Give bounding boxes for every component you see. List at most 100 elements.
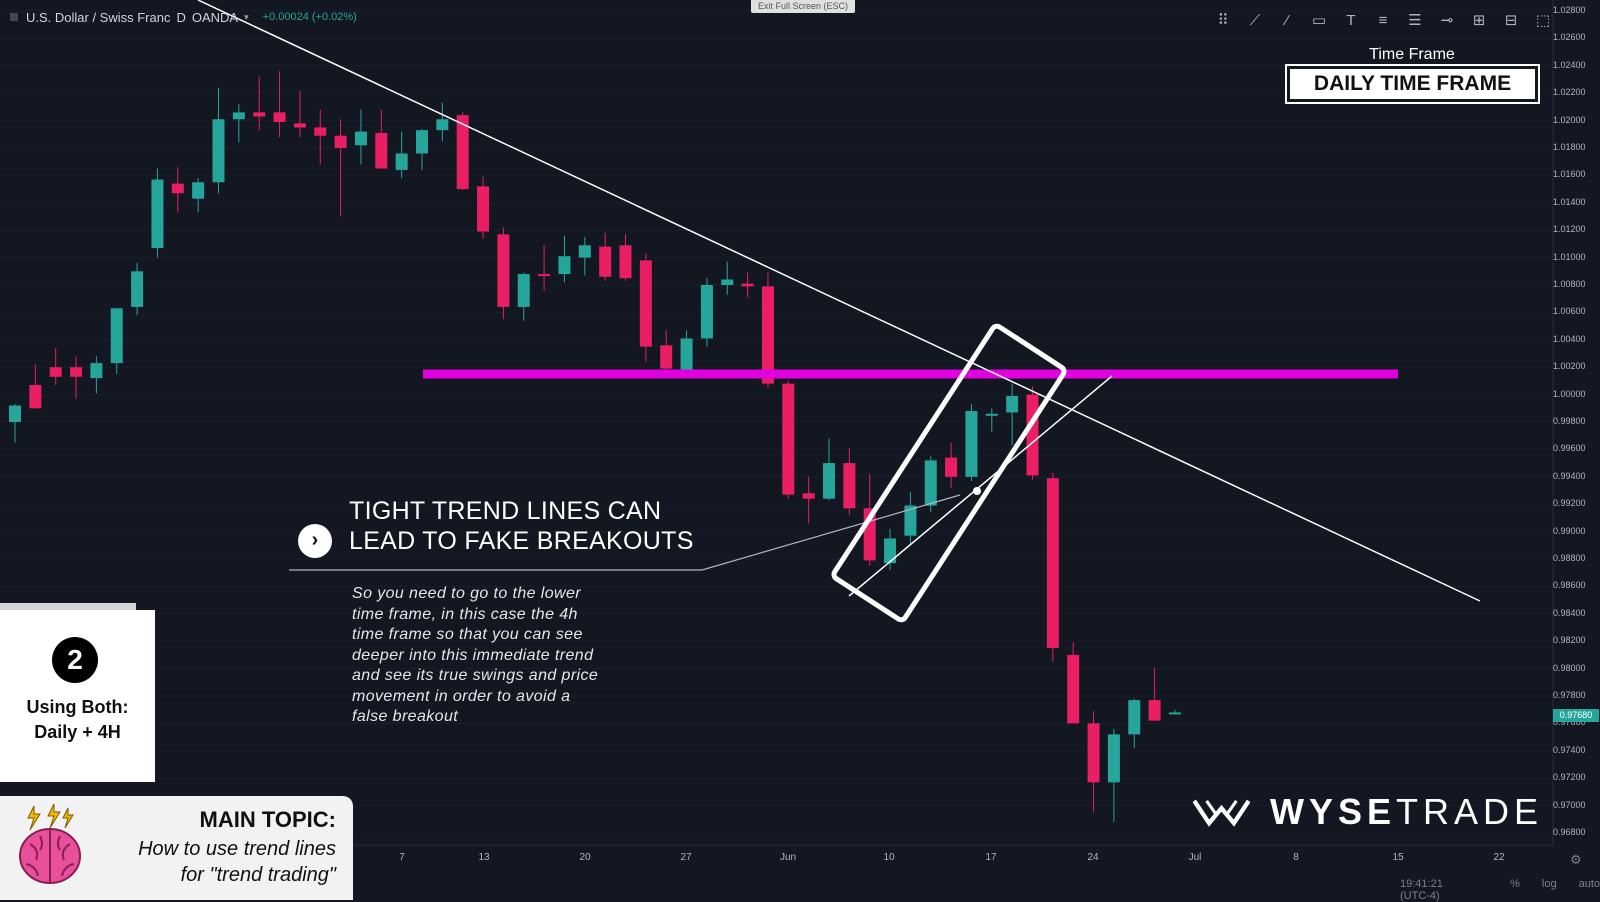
time-frame-label: Time Frame <box>1369 46 1455 63</box>
headline-line-1: TIGHT TREND LINES CAN <box>349 497 662 525</box>
candle <box>1168 709 1181 715</box>
grip-icon[interactable]: ⠿ <box>1217 12 1229 29</box>
highlight-box[interactable] <box>831 323 1067 623</box>
candle <box>1148 667 1161 721</box>
gear-icon[interactable]: ⚙ <box>1570 852 1582 867</box>
frame-icon[interactable]: ⬚ <box>1535 12 1551 29</box>
candle <box>273 71 286 138</box>
headline-line-2: LEAD TO FAKE BREAKOUTS <box>349 527 694 555</box>
candle-body <box>721 279 734 285</box>
candle-body <box>1067 654 1080 724</box>
trend-line-icon[interactable]: ⟋ <box>1249 11 1261 29</box>
logo-mark-icon <box>1193 799 1250 827</box>
step-caption-line-2: Daily + 4H <box>34 722 121 742</box>
tight-trend-line[interactable] <box>848 375 1113 597</box>
candle <box>49 348 62 386</box>
candles <box>9 71 1181 823</box>
candle-body <box>985 413 998 416</box>
price-axis-label: 1.02000 <box>1553 114 1586 125</box>
time-axis-label: 7 <box>399 852 405 863</box>
trend-line-anchor[interactable] <box>973 487 981 495</box>
candle <box>9 404 21 443</box>
text-icon[interactable]: T <box>1346 11 1356 29</box>
fib-icon[interactable]: ☰ <box>1408 12 1422 29</box>
price-axis-label: 1.00800 <box>1553 279 1586 289</box>
candle-body <box>131 271 144 307</box>
symbol-broker[interactable]: OANDA <box>191 9 239 25</box>
callout-pointer <box>289 494 961 571</box>
price-axis-label: 0.98800 <box>1553 553 1586 563</box>
candle-body <box>90 363 103 379</box>
logo-wordmark-part-1: WYSE <box>1269 791 1396 832</box>
fan-icon[interactable]: ⊟ <box>1504 12 1518 29</box>
explanation-line: false breakout <box>352 708 459 725</box>
candle-body <box>253 112 266 117</box>
price-axis-label: 0.97000 <box>1553 799 1586 810</box>
candle-body <box>110 308 123 364</box>
candle-body <box>70 367 83 377</box>
symbol-header[interactable]: U.S. Dollar / Swiss Franc D OANDA ▾ +0.0… <box>10 8 357 26</box>
log-toggle[interactable]: log <box>1541 878 1557 890</box>
clock-readout: 19:41:21 (UTC-4) <box>1400 878 1443 902</box>
price-axis-label: 0.98000 <box>1553 662 1586 673</box>
symbol-interval[interactable]: D <box>176 9 186 25</box>
candle <box>497 227 510 320</box>
time-axis-label: 27 <box>680 852 692 863</box>
callout-icon[interactable]: ▭ <box>1311 12 1327 29</box>
downtrend-line[interactable] <box>197 0 1481 602</box>
price-axis-label: 0.98400 <box>1553 607 1586 618</box>
explanation-line: deeper into this immediate trend <box>352 646 594 664</box>
main-topic-line-2: for "trend trading" <box>180 864 336 886</box>
price-axis-label: 1.00000 <box>1553 388 1586 399</box>
auto-toggle[interactable]: auto <box>1578 878 1600 890</box>
chevron-right-icon: › <box>298 524 332 558</box>
candle <box>1128 698 1141 749</box>
price-axis-label: 0.97600 <box>1553 717 1586 728</box>
price-axis-label: 1.02600 <box>1553 32 1586 43</box>
price-axis-label: 0.97200 <box>1553 772 1586 783</box>
candle <box>151 168 164 258</box>
candle-body <box>517 274 530 307</box>
candle-body <box>660 345 673 369</box>
pitchfork-icon[interactable]: ⊞ <box>1472 12 1486 29</box>
chart-grid <box>0 10 1553 834</box>
candle-body <box>192 182 205 199</box>
exit-fullscreen-button[interactable]: Exit Full Screen (ESC) <box>751 0 855 13</box>
candle <box>782 380 795 499</box>
price-axis-label: 0.99200 <box>1553 498 1586 509</box>
parallel-channel-icon[interactable]: ≡ <box>1378 11 1388 29</box>
step-caption: Using Both: Daily + 4H <box>0 695 155 745</box>
drawing-toolbar: ⠿ ⟋ ⁄ ▭ T ≡ ☰ ⊸ ⊞ ⊟ ⬚ <box>1212 6 1554 34</box>
price-axis-label: 0.96800 <box>1553 827 1586 837</box>
candle-body <box>1168 712 1181 715</box>
horizontal-line-icon[interactable]: ⊸ <box>1440 12 1454 29</box>
candle <box>232 104 245 143</box>
candle-body <box>9 405 21 422</box>
explanation-line: time frame, in this case the 4h <box>352 605 578 623</box>
candle <box>334 119 347 217</box>
candle-body <box>273 112 286 122</box>
main-topic-line-1: How to use trend lines <box>138 838 336 860</box>
candle <box>517 272 530 321</box>
candle <box>70 356 83 399</box>
candle <box>131 263 144 316</box>
time-axis-label: 10 <box>883 852 895 863</box>
logo-wordmark-part-2: TRADE <box>1395 791 1543 832</box>
candle <box>538 245 551 291</box>
price-axis-label: 0.99400 <box>1553 470 1586 481</box>
candle <box>436 102 449 142</box>
explanation-line: So you need to go to the lower <box>352 585 582 602</box>
time-axis-label: 22 <box>1493 852 1505 863</box>
candle-body <box>232 112 245 120</box>
time-frame-badge: DAILY TIME FRAME <box>1285 64 1540 104</box>
candle-body <box>1087 723 1100 783</box>
candle-body <box>171 183 184 194</box>
percent-toggle[interactable]: % <box>1510 878 1520 890</box>
step-number: 2 <box>52 637 98 683</box>
symbol-name[interactable]: U.S. Dollar / Swiss Franc <box>26 9 171 25</box>
chevron-down-icon[interactable]: ▾ <box>244 11 249 22</box>
ray-icon[interactable]: ⁄ <box>1285 11 1289 29</box>
candle <box>1107 728 1120 823</box>
price-axis-label: 1.01800 <box>1553 142 1586 152</box>
